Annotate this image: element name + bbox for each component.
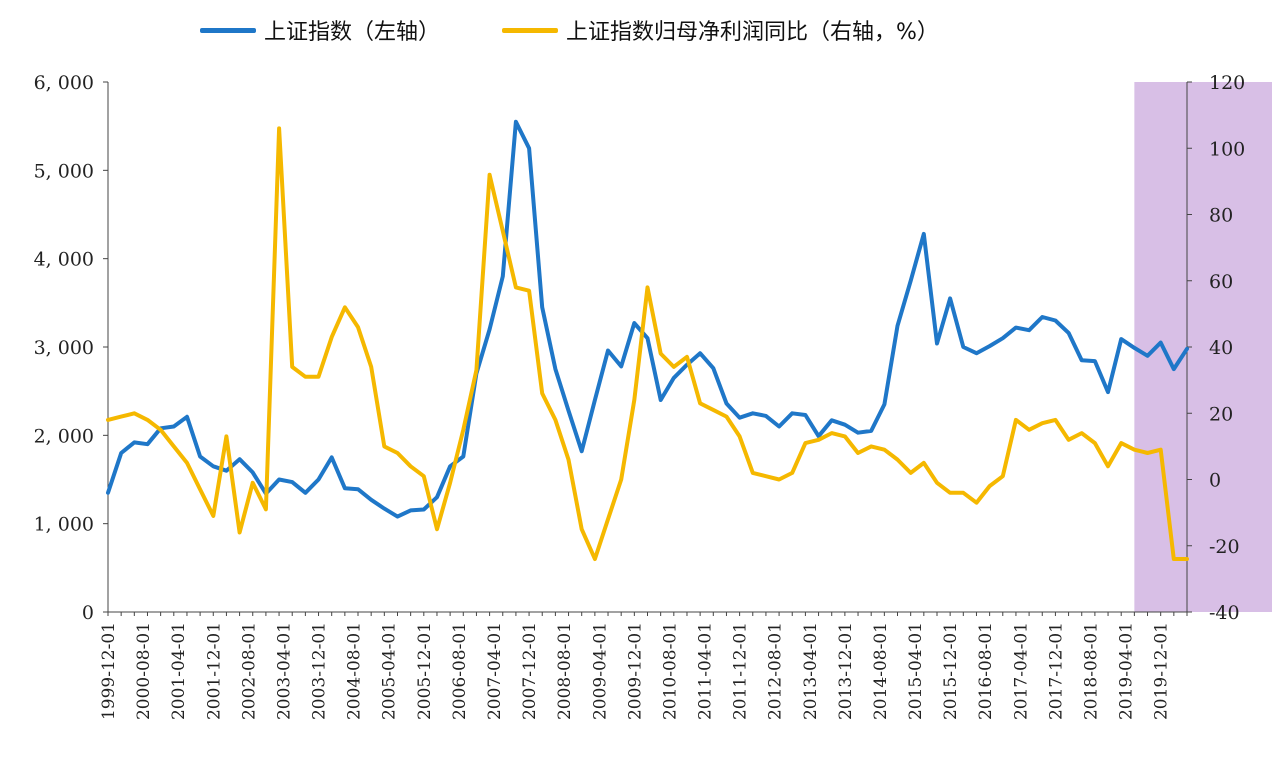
x-tick-label: 2004-08-01: [345, 622, 365, 720]
x-tick-label: 2017-12-01: [1046, 622, 1066, 720]
x-tick-label: 2019-04-01: [1117, 622, 1137, 720]
legend: 上证指数（左轴） 上证指数归母净利润同比（右轴，%）: [200, 14, 1001, 46]
x-tick-label: 2007-12-01: [520, 622, 540, 720]
right-tick-label: 80: [1209, 205, 1233, 227]
legend-item-index: 上证指数（左轴）: [200, 14, 440, 46]
x-tick-label: 2002-08-01: [239, 622, 259, 720]
x-tick-label: 2001-04-01: [169, 622, 189, 720]
right-tick-label: 0: [1209, 470, 1221, 492]
x-tick-label: 2016-08-01: [976, 622, 996, 720]
x-tick-label: 2007-04-01: [485, 622, 505, 720]
legend-swatch-profit: [502, 27, 559, 33]
series-line-profit: [106, 126, 1189, 561]
legend-item-profit: 上证指数归母净利润同比（右轴，%）: [502, 14, 939, 46]
x-tick-label: 2009-04-01: [590, 622, 610, 720]
right-tick-label: 120: [1209, 72, 1245, 94]
left-tick-label: 3, 000: [34, 337, 94, 359]
x-tick-label: 2005-04-01: [380, 622, 400, 720]
series-line-index: [106, 119, 1189, 519]
x-tick-label: 2019-12-01: [1152, 622, 1172, 720]
x-tick-label: 2013-12-01: [836, 622, 856, 720]
right-tick-label: 100: [1209, 138, 1245, 160]
right-tick-label: -20: [1209, 536, 1240, 558]
right-tick-label: 40: [1209, 337, 1233, 359]
x-tick-label: 2008-08-01: [555, 622, 575, 720]
left-tick-label: 4, 000: [34, 249, 94, 271]
x-tick-label: 2009-12-01: [625, 622, 645, 720]
x-tick-label: 2018-08-01: [1082, 622, 1102, 720]
x-tick-label: 2013-04-01: [801, 622, 821, 720]
x-tick-label: 2003-04-01: [274, 622, 294, 720]
right-tick-label: -40: [1209, 602, 1240, 624]
legend-label-index: 上证指数（左轴）: [264, 20, 441, 45]
x-tick-label: 2006-08-01: [450, 622, 470, 720]
x-tick-label: 2011-12-01: [731, 622, 751, 720]
left-tick-label: 2, 000: [34, 425, 94, 447]
left-tick-label: 1, 000: [34, 514, 94, 536]
right-tick-label: 20: [1209, 403, 1233, 425]
x-tick-label: 1999-12-01: [99, 622, 119, 720]
x-tick-label: 2017-04-01: [1011, 622, 1031, 720]
x-tick-label: 2010-08-01: [660, 622, 680, 720]
legend-label-profit: 上证指数归母净利润同比（右轴，%）: [566, 20, 939, 45]
left-tick-label: 6, 000: [34, 72, 94, 94]
x-tick-label: 2012-08-01: [766, 622, 786, 720]
x-tick-label: 2001-12-01: [204, 622, 224, 720]
x-tick-label: 2015-12-01: [941, 622, 961, 720]
x-tick-label: 2005-12-01: [415, 622, 435, 720]
legend-swatch-index: [200, 27, 256, 33]
x-tick-label: 2015-04-01: [906, 622, 926, 720]
x-tick-label: 2014-08-01: [871, 622, 891, 720]
x-tick-label: 2011-04-01: [696, 622, 716, 720]
left-tick-label: 0: [82, 602, 94, 624]
left-tick-label: 5, 000: [34, 160, 94, 182]
x-tick-label: 2003-12-01: [310, 622, 330, 720]
x-tick-label: 2000-08-01: [134, 622, 154, 720]
right-tick-label: 60: [1209, 271, 1233, 293]
